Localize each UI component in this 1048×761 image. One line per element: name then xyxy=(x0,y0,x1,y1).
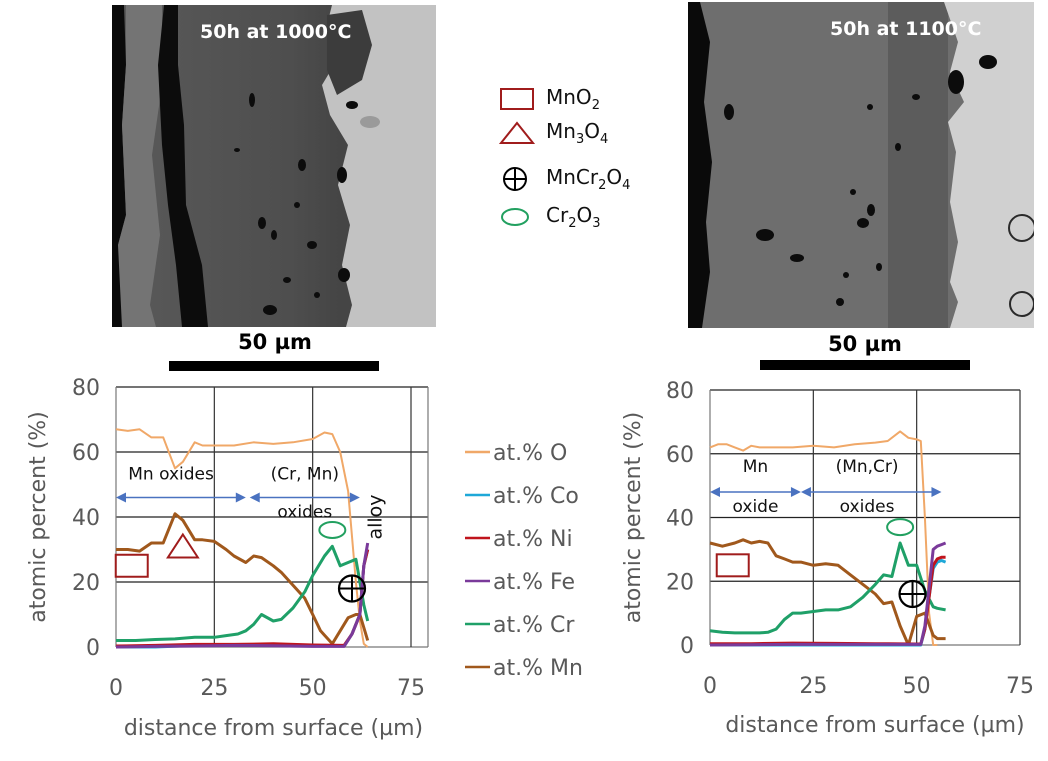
y-axis-label: atomic percent (%) xyxy=(26,411,51,623)
series-line-o xyxy=(709,430,938,646)
micrograph-1100c-image xyxy=(688,2,1034,328)
series-line-co xyxy=(710,559,947,647)
y-tick-label: 40 xyxy=(666,507,694,532)
series-legend-label: at.% Mn xyxy=(493,656,583,681)
x-tick-label: 25 xyxy=(799,674,827,699)
series-legend-label: at.% O xyxy=(493,441,567,466)
y-tick-label: 60 xyxy=(666,443,694,468)
series-legend-item: at.% O xyxy=(465,441,567,466)
y-tick-label: 20 xyxy=(72,571,100,596)
arrow-head-left-icon xyxy=(800,487,811,497)
phase-legend-item-cr2o3: Cr2O3 xyxy=(498,203,601,231)
mn3o4-triangle-marker-icon xyxy=(166,532,200,559)
micrograph-1000c-image xyxy=(112,5,436,327)
series-line-ni xyxy=(710,555,946,646)
x-tick-label: 0 xyxy=(109,676,123,701)
y-tick-label: 20 xyxy=(666,570,694,595)
series-legend: at.% O at.% Co at.% Ni at.% Fe at.% Cr at.% M… xyxy=(465,441,583,681)
scale-bar-1100c xyxy=(760,360,970,370)
arrow-head-left-icon xyxy=(249,492,260,503)
series-line-mn xyxy=(116,512,370,646)
square-marker-icon xyxy=(500,88,534,110)
series-legend-label: at.% Ni xyxy=(493,527,573,552)
x-tick-label: 75 xyxy=(397,676,425,701)
y-tick-label: 80 xyxy=(666,379,694,404)
series-legend-item: at.% Ni xyxy=(465,527,573,552)
series-line-cr xyxy=(709,541,946,635)
mno2-square-marker-icon xyxy=(715,553,750,578)
x-axis-label: distance from surface (µm) xyxy=(124,716,423,741)
arrow-head-right-icon xyxy=(931,487,942,497)
series-legend-item: at.% Mn xyxy=(465,656,583,681)
series-legend-label: at.% Co xyxy=(493,484,579,509)
phase-name: MnO xyxy=(546,85,592,109)
cr2o3-ellipse-marker-icon xyxy=(886,518,915,537)
micrograph-1000c: 50h at 1000°C xyxy=(112,5,436,327)
arrow-head-left-icon xyxy=(710,487,720,497)
scale-bar-1000c xyxy=(169,361,379,371)
chart-1000c: 0 20 40 60 80 0 25 50 75 distance from surface (µ… xyxy=(26,376,429,741)
x-tick-label: 0 xyxy=(703,674,717,699)
y-tick-label: 40 xyxy=(72,506,100,531)
x-tick-label: 50 xyxy=(903,674,931,699)
arrow-head-right-icon xyxy=(235,492,246,503)
series-legend-item: at.% Cr xyxy=(465,613,575,638)
phase-legend-item-mno2: MnO2 xyxy=(498,85,600,113)
chart-1100c: 0 20 40 60 80 0 25 50 75 distance from surface (µ… xyxy=(621,379,1034,738)
alloy-label: alloy xyxy=(365,494,387,539)
series-line-fe xyxy=(115,542,370,649)
y-tick-label: 60 xyxy=(72,441,100,466)
circle-plus-marker-icon xyxy=(503,167,527,191)
x-axis-label: distance from surface (µm) xyxy=(725,713,1024,738)
region-label-cr-mn: (Cr, Mn) xyxy=(271,465,339,485)
series-line-fe xyxy=(709,541,947,647)
phase-legend-item-mn3o4: Mn3O4 xyxy=(498,119,608,147)
series-line-mn xyxy=(709,538,946,647)
cr2o3-ellipse-marker-icon xyxy=(318,521,347,539)
phase-legend-item-mncr2o4: MnCr2O4 xyxy=(498,165,630,193)
arrow-head-right-icon xyxy=(790,487,801,497)
scale-bar-label-1000c: 50 µm xyxy=(238,330,312,354)
series-legend-label: at.% Fe xyxy=(493,570,575,595)
ellipse-marker-icon xyxy=(501,208,529,226)
arrow-head-left-icon xyxy=(116,492,126,503)
series-line-ni xyxy=(115,549,370,648)
x-tick-label: 75 xyxy=(1006,674,1034,699)
y-tick-label: 80 xyxy=(72,376,100,401)
x-tick-label: 50 xyxy=(299,676,327,701)
y-axis-label: atomic percent (%) xyxy=(621,412,646,624)
arrow-head-right-icon xyxy=(349,492,360,503)
series-legend-item: at.% Fe xyxy=(465,570,575,595)
region-label-mn: Mn xyxy=(743,457,768,477)
region-label-oxide: oxide xyxy=(733,497,779,517)
micrograph-1100c-title: 50h at 1100°C xyxy=(830,18,982,40)
scale-bar-label-1100c: 50 µm xyxy=(828,332,902,356)
series-line-co xyxy=(116,549,370,649)
region-label-oxides: oxides xyxy=(277,503,332,523)
y-tick-label: 0 xyxy=(680,634,694,659)
region-label-mn-oxides: Mn oxides xyxy=(128,465,214,485)
micrograph-1000c-title: 50h at 1000°C xyxy=(200,21,352,43)
mno2-square-marker-icon xyxy=(114,553,149,578)
triangle-marker-icon xyxy=(498,121,536,144)
region-label-oxides: oxides xyxy=(840,497,895,517)
series-legend-item: at.% Co xyxy=(465,484,579,509)
micrograph-1100c: 50h at 1100°C xyxy=(688,2,1034,328)
x-tick-label: 25 xyxy=(200,676,228,701)
mncr2o4-circle-plus-marker-icon xyxy=(337,574,367,603)
series-legend-label: at.% Cr xyxy=(493,613,575,638)
series-line-cr xyxy=(116,544,370,642)
mncr2o4-circle-plus-marker-icon xyxy=(898,579,927,609)
region-label-mn-cr: (Mn,Cr) xyxy=(836,457,899,477)
series-line-o xyxy=(115,428,369,648)
y-tick-label: 0 xyxy=(86,636,100,661)
phase-legend: MnO2 Mn3O4 MnCr2O4 Cr2O3 xyxy=(498,85,688,245)
